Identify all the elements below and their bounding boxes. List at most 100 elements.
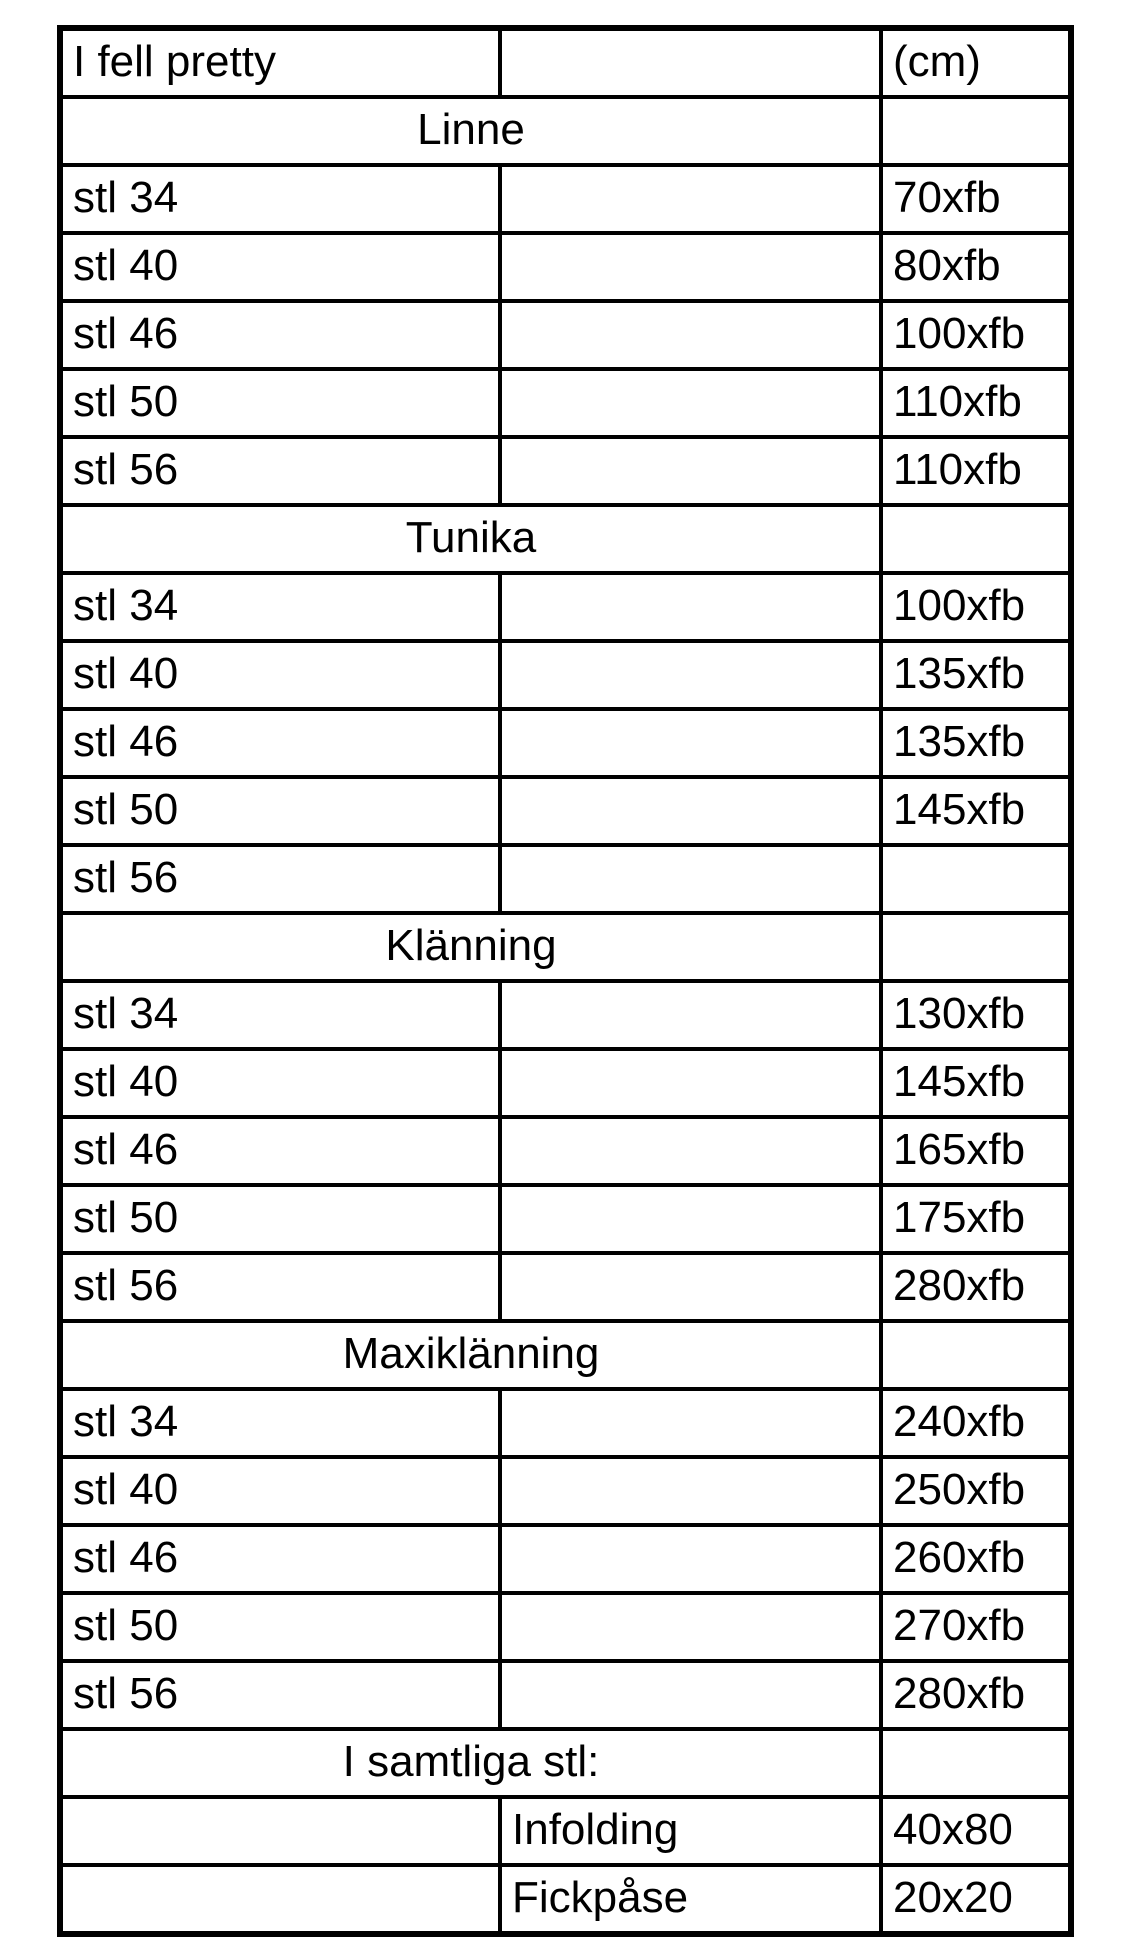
fabric-amount-cell: 250xfb	[879, 1455, 1073, 1527]
table-row: stl 34 240xfb	[58, 1387, 1073, 1459]
table-row: stl 46 135xfb	[58, 707, 1073, 779]
empty-cell	[498, 707, 883, 779]
size-cell: stl 46	[58, 299, 502, 371]
size-cell: stl 40	[58, 1047, 502, 1119]
empty-cell	[498, 26, 883, 99]
size-cell: stl 34	[58, 163, 502, 235]
fabric-amount-cell: 130xfb	[879, 979, 1073, 1051]
detail-label-cell: Fickpåse	[498, 1863, 883, 1936]
empty-cell	[498, 1047, 883, 1119]
table-row: stl 40 145xfb	[58, 1047, 1073, 1119]
table-title-cell: I fell pretty	[58, 26, 502, 99]
table-row: stl 46 260xfb	[58, 1523, 1073, 1595]
section-title: Maxiklänning	[58, 1319, 883, 1391]
size-cell: stl 46	[58, 1115, 502, 1187]
size-cell: stl 46	[58, 707, 502, 779]
empty-cell	[498, 435, 883, 507]
fabric-amount-cell: 280xfb	[879, 1251, 1073, 1323]
table-row-header: I fell pretty (cm)	[58, 26, 1073, 99]
size-cell: stl 34	[58, 571, 502, 643]
empty-cell	[498, 775, 883, 847]
table-row: stl 40 135xfb	[58, 639, 1073, 711]
size-cell: stl 50	[58, 1183, 502, 1255]
empty-cell	[498, 1115, 883, 1187]
fabric-size-table: I fell pretty (cm) Linne stl 34 70xfb st…	[57, 25, 1074, 1937]
empty-cell	[498, 1387, 883, 1459]
fabric-amount-cell: 110xfb	[879, 435, 1073, 507]
empty-cell	[498, 571, 883, 643]
size-cell: stl 40	[58, 231, 502, 303]
fabric-amount-cell: 175xfb	[879, 1183, 1073, 1255]
detail-size-cell: 20x20	[879, 1863, 1073, 1936]
section-title: I samtliga stl:	[58, 1727, 883, 1799]
fabric-amount-cell: 70xfb	[879, 163, 1073, 235]
fabric-amount-cell: 100xfb	[879, 571, 1073, 643]
empty-cell	[498, 1251, 883, 1323]
table-row: stl 56	[58, 843, 1073, 915]
size-cell: stl 50	[58, 775, 502, 847]
table-row: stl 56 280xfb	[58, 1251, 1073, 1323]
section-row-tunika: Tunika	[58, 503, 1073, 575]
table-row: stl 50 110xfb	[58, 367, 1073, 439]
table-row: stl 46 100xfb	[58, 299, 1073, 371]
section-row-klanning: Klänning	[58, 911, 1073, 983]
section-row-samtliga: I samtliga stl:	[58, 1727, 1073, 1799]
size-cell: stl 56	[58, 1659, 502, 1731]
fabric-amount-cell: 145xfb	[879, 1047, 1073, 1119]
detail-size-cell: 40x80	[879, 1795, 1073, 1867]
empty-cell	[498, 1183, 883, 1255]
table-row: stl 56 280xfb	[58, 1659, 1073, 1731]
fabric-amount-cell: 110xfb	[879, 367, 1073, 439]
table-row: stl 56 110xfb	[58, 435, 1073, 507]
fabric-amount-cell: 145xfb	[879, 775, 1073, 847]
size-cell: stl 40	[58, 639, 502, 711]
empty-cell	[498, 231, 883, 303]
section-title: Tunika	[58, 503, 883, 575]
fabric-amount-cell: 270xfb	[879, 1591, 1073, 1663]
size-cell: stl 50	[58, 1591, 502, 1663]
empty-cell	[879, 1319, 1073, 1391]
table-row: stl 34 100xfb	[58, 571, 1073, 643]
empty-cell	[879, 503, 1073, 575]
section-row-linne: Linne	[58, 95, 1073, 167]
table-row: Fickpåse 20x20	[58, 1863, 1073, 1936]
table-row: stl 34 70xfb	[58, 163, 1073, 235]
table-row: stl 40 250xfb	[58, 1455, 1073, 1527]
empty-cell	[498, 979, 883, 1051]
table-row: stl 50 270xfb	[58, 1591, 1073, 1663]
section-title: Linne	[58, 95, 883, 167]
fabric-amount-cell: 80xfb	[879, 231, 1073, 303]
fabric-amount-cell: 260xfb	[879, 1523, 1073, 1595]
empty-cell	[58, 1863, 502, 1936]
section-row-maxiklanning: Maxiklänning	[58, 1319, 1073, 1391]
section-title: Klänning	[58, 911, 883, 983]
empty-cell	[498, 843, 883, 915]
fabric-amount-cell: 135xfb	[879, 639, 1073, 711]
empty-cell	[498, 299, 883, 371]
empty-cell	[498, 163, 883, 235]
table-row: stl 34 130xfb	[58, 979, 1073, 1051]
empty-cell	[498, 1659, 883, 1731]
empty-cell	[498, 639, 883, 711]
table-row: Infolding 40x80	[58, 1795, 1073, 1867]
size-cell: stl 56	[58, 1251, 502, 1323]
empty-cell	[498, 1523, 883, 1595]
fabric-amount-cell: 165xfb	[879, 1115, 1073, 1187]
size-cell: stl 46	[58, 1523, 502, 1595]
fabric-amount-cell: 135xfb	[879, 707, 1073, 779]
size-cell: stl 34	[58, 979, 502, 1051]
fabric-amount-cell	[879, 843, 1073, 915]
size-cell: stl 34	[58, 1387, 502, 1459]
empty-cell	[58, 1795, 502, 1867]
detail-label-cell: Infolding	[498, 1795, 883, 1867]
size-cell: stl 56	[58, 843, 502, 915]
size-cell: stl 56	[58, 435, 502, 507]
size-cell: stl 40	[58, 1455, 502, 1527]
table-row: stl 46 165xfb	[58, 1115, 1073, 1187]
size-cell: stl 50	[58, 367, 502, 439]
fabric-amount-cell: 280xfb	[879, 1659, 1073, 1731]
empty-cell	[498, 1455, 883, 1527]
empty-cell	[879, 1727, 1073, 1799]
table-row: stl 40 80xfb	[58, 231, 1073, 303]
unit-header-cell: (cm)	[879, 26, 1073, 99]
